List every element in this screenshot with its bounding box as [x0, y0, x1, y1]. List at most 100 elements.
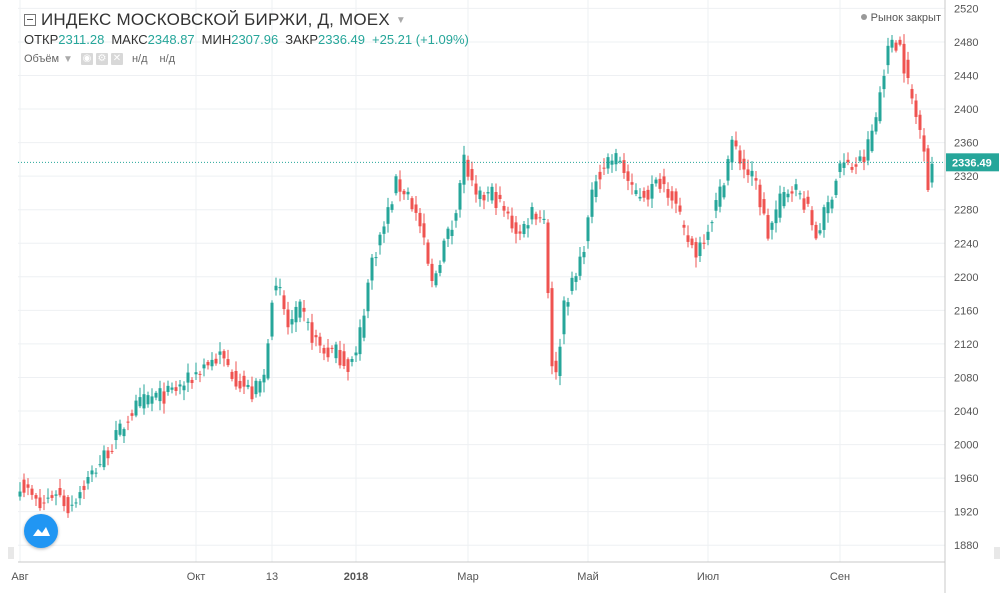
candle-body — [478, 190, 482, 200]
candle-body — [530, 207, 534, 220]
candle-body — [34, 495, 38, 499]
candle-body — [574, 276, 578, 282]
candle-body — [874, 117, 878, 132]
candle-body — [138, 397, 142, 407]
candle-body — [234, 370, 238, 387]
candle-body — [406, 191, 410, 195]
candle-body — [226, 359, 230, 366]
symbol-title-row: ИНДЕКС МОСКОВСКОЙ БИРЖИ, Д, MOEX ▼ — [24, 10, 406, 30]
candle-body — [742, 158, 746, 170]
candle-body — [842, 162, 846, 168]
candle-body — [430, 263, 434, 282]
candle-body — [62, 495, 66, 507]
candle-body — [854, 164, 858, 167]
candle-body — [322, 347, 326, 354]
candle-body — [882, 75, 886, 90]
price-tick-label: 2200 — [954, 272, 978, 284]
candle-body — [926, 148, 930, 191]
open-value: 2311.28 — [58, 32, 105, 47]
price-tick-label: 2320 — [954, 171, 978, 183]
candle-body — [550, 288, 554, 367]
candle-body — [674, 191, 678, 204]
candle-body — [542, 218, 546, 220]
candle-body — [506, 211, 510, 214]
candle-body — [150, 396, 154, 404]
candle-body — [898, 39, 902, 45]
candle-body — [526, 225, 530, 229]
candle-body — [778, 193, 782, 218]
candle-body — [774, 209, 778, 224]
candle-body — [494, 192, 498, 209]
candle-body — [766, 215, 770, 239]
candle-body — [394, 176, 398, 194]
candle-body — [770, 222, 774, 230]
candle-body — [42, 502, 46, 504]
time-tick-label: 2018 — [344, 571, 368, 583]
close-icon[interactable]: ✕ — [110, 53, 123, 65]
eye-icon[interactable]: ◉ — [80, 53, 93, 65]
candle-body — [410, 198, 414, 210]
candle-body — [54, 494, 58, 496]
candle-body — [454, 213, 458, 221]
candle-body — [826, 202, 830, 214]
candle-body — [918, 114, 922, 130]
gear-icon[interactable]: ⚙ — [95, 53, 108, 65]
candle-body — [186, 372, 190, 383]
candle-body — [70, 504, 74, 506]
candle-body — [426, 242, 430, 264]
time-tick-label: Мар — [457, 571, 479, 583]
candle-body — [222, 351, 226, 359]
volume-label[interactable]: Объём — [24, 53, 60, 65]
left-scroll-handle[interactable] — [8, 547, 14, 559]
candle-body — [294, 306, 298, 323]
price-tick-label: 1880 — [954, 540, 978, 552]
candle-body — [466, 159, 470, 177]
candle-body — [698, 242, 702, 257]
candle-body — [886, 45, 890, 66]
low-label: МИН — [201, 32, 232, 47]
right-scroll-handle[interactable] — [994, 547, 1000, 559]
candle-body — [270, 302, 274, 337]
chevron-down-icon[interactable]: ▼ — [395, 14, 406, 26]
candle-body — [798, 193, 802, 195]
candle-body — [838, 163, 842, 173]
price-tick-label: 2440 — [954, 70, 978, 82]
candle-body — [146, 395, 150, 405]
candle-body — [254, 380, 258, 395]
candle-body — [718, 186, 722, 207]
candle-body — [554, 360, 558, 373]
candle-body — [690, 238, 694, 246]
candle-body — [158, 388, 162, 402]
candle-body — [750, 170, 754, 177]
candle-body — [730, 139, 734, 163]
candle-body — [562, 300, 566, 335]
candle-body — [278, 287, 282, 289]
chart-navigation-button[interactable] — [24, 514, 58, 548]
open-label: ОТКР — [24, 32, 59, 47]
candle-body — [754, 178, 758, 181]
symbol-title[interactable]: ИНДЕКС МОСКОВСКОЙ БИРЖИ, Д, MOEX — [41, 10, 390, 29]
candle-body — [498, 194, 502, 199]
candle-body — [910, 88, 914, 99]
candle-body — [134, 400, 138, 416]
candle-body — [502, 205, 506, 211]
volume-chevron-icon[interactable]: ▼ — [63, 53, 73, 65]
candle-body — [446, 228, 450, 239]
price-tick-label: 2480 — [954, 37, 978, 49]
time-tick-label: Авг — [11, 571, 28, 583]
candle-body — [170, 387, 174, 390]
change-value: +25.21 (+1.09%) — [372, 32, 469, 47]
candle-body — [834, 180, 838, 196]
candle-body — [106, 450, 110, 459]
candle-body — [422, 223, 426, 238]
price-tick-label: 2280 — [954, 205, 978, 217]
candle-body — [402, 190, 406, 195]
candle-body — [162, 391, 166, 404]
volume-legend: Объём ▼ ◉ ⚙ ✕ н/д н/д — [24, 53, 175, 65]
candle-body — [310, 322, 314, 343]
collapse-toggle-icon[interactable] — [24, 14, 36, 26]
candle-body — [330, 347, 334, 349]
candle-body — [634, 190, 638, 195]
time-tick-label: Май — [577, 571, 599, 583]
